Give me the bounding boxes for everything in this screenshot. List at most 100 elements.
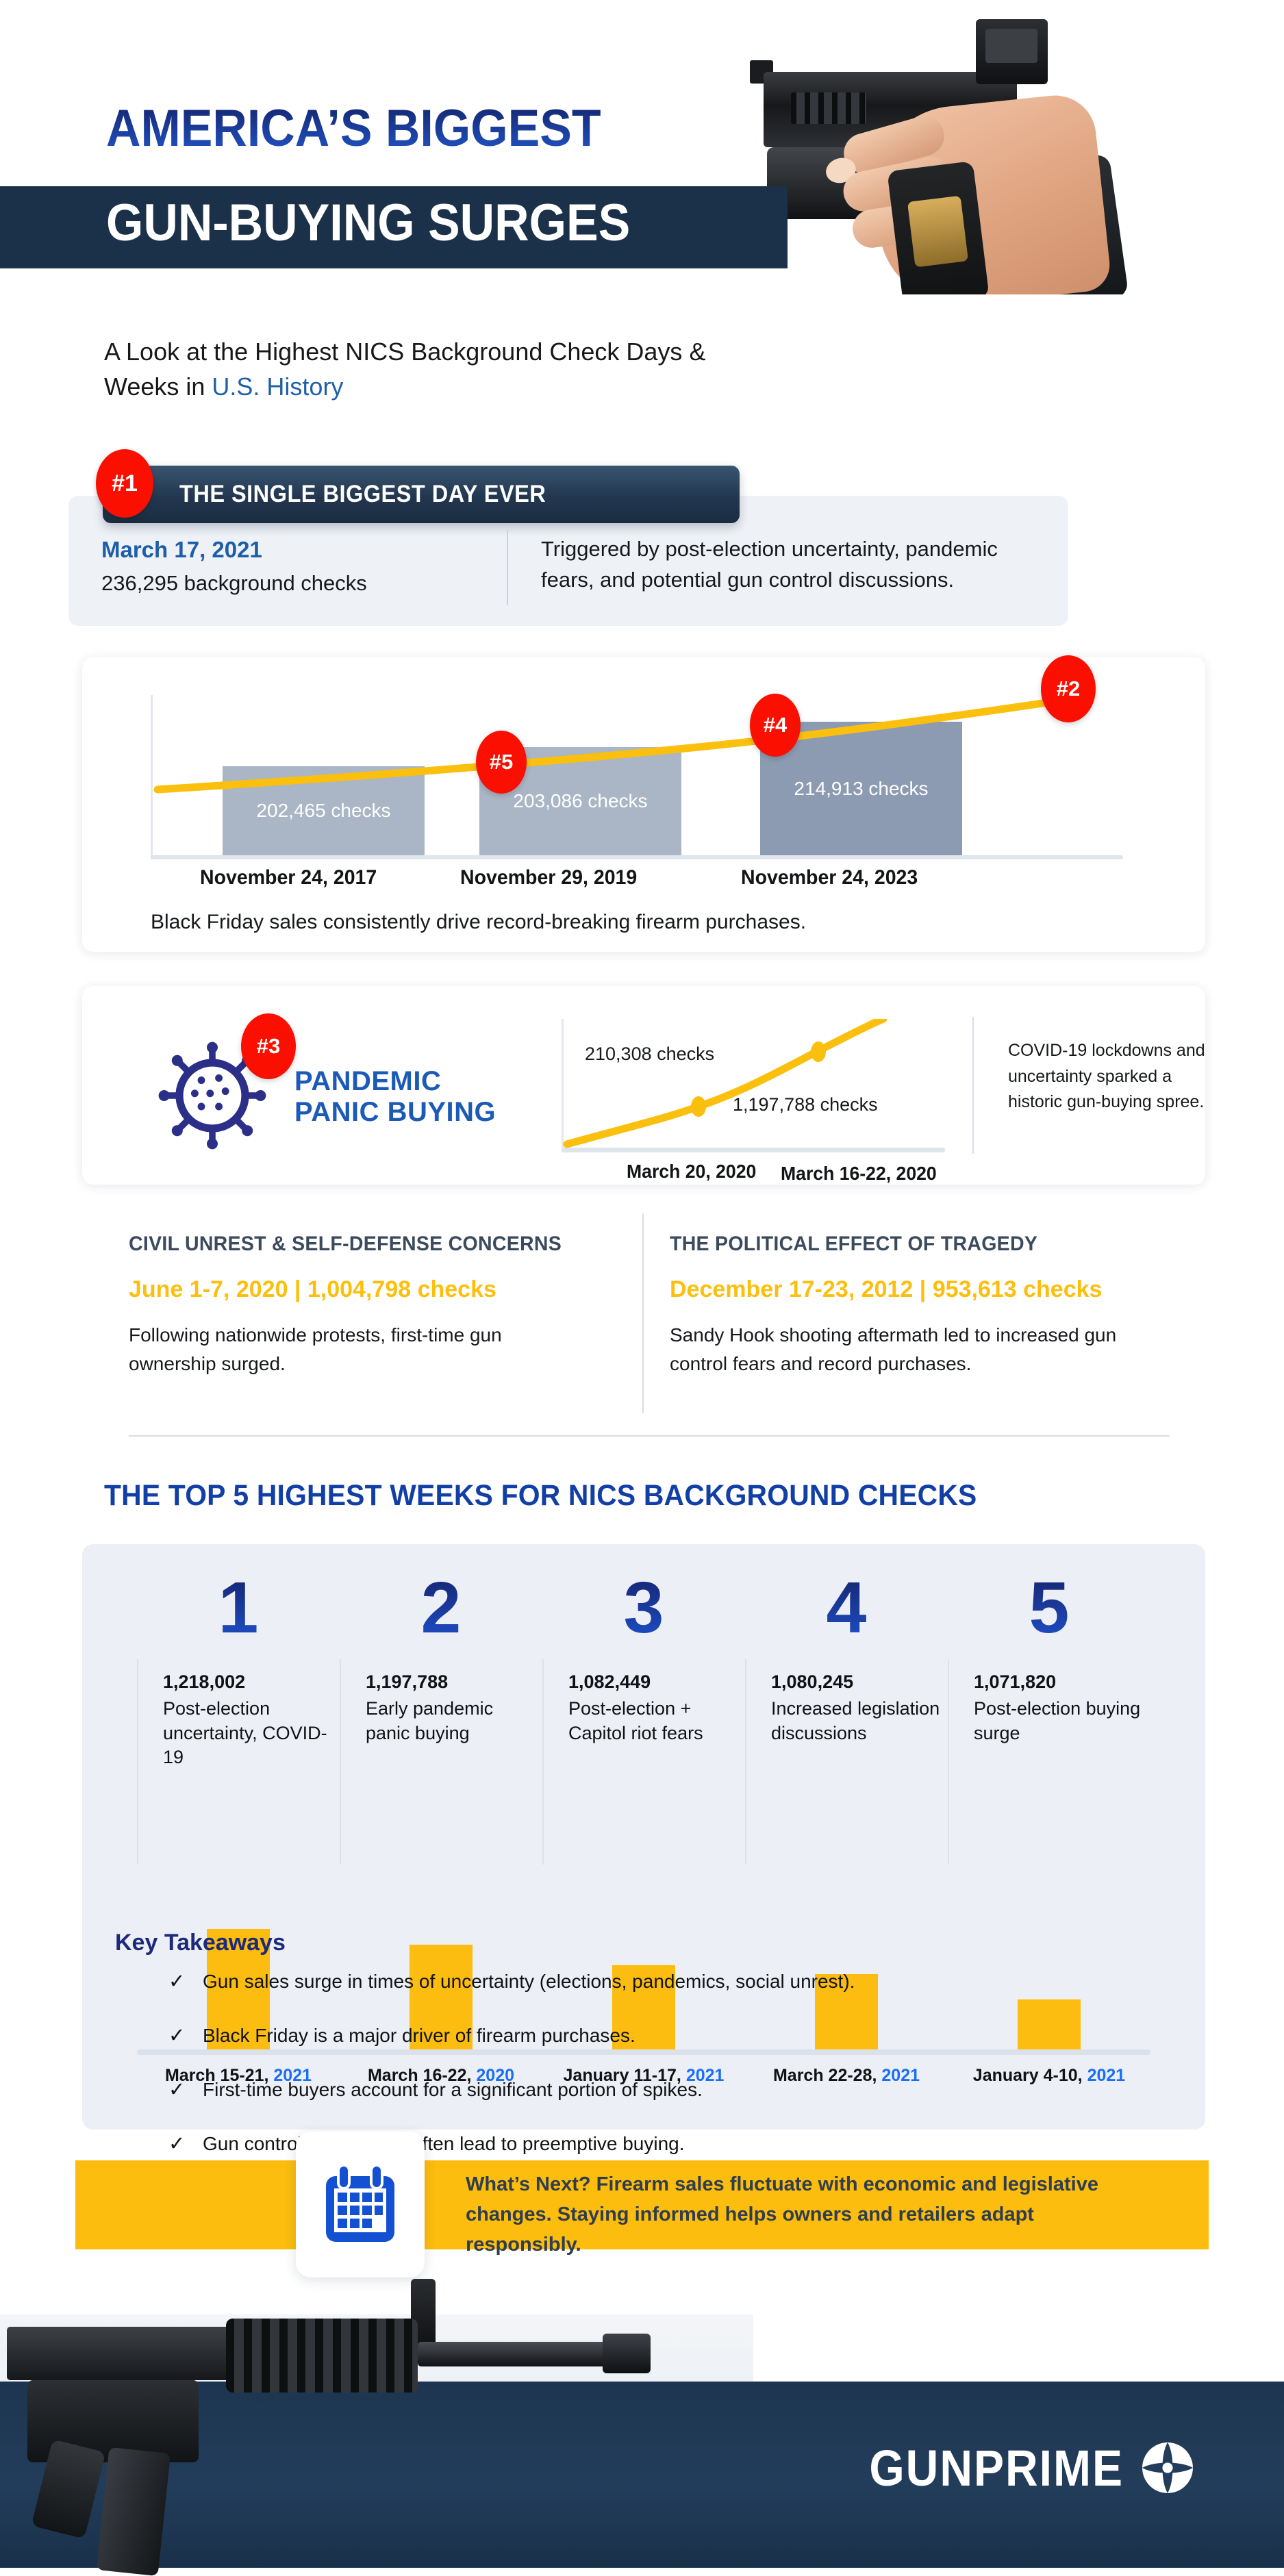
bar-value-label: 202,465 checks (256, 800, 391, 821)
top5-date: March 16-22, 2020 (340, 2066, 542, 2086)
rank-badge-4: #4 (750, 694, 801, 757)
top5-count: 1,197,788 (366, 1671, 449, 1692)
biggest-day-ribbon: THE SINGLE BIGGEST DAY EVER (103, 466, 740, 523)
date-head: March 22-28, (772, 2066, 877, 2085)
top5-column: 4 1,080,245 Increased legislation discus… (745, 1571, 948, 1900)
pandemic-x-label-week: March 16-22, 2020 (781, 1163, 937, 1184)
coronavirus-icon (158, 1041, 266, 1150)
date-head: March 15-21, (164, 2066, 269, 2085)
x-label-2017: November 24, 2017 (200, 866, 377, 889)
top5-cell: 1,218,002 Post-election uncertainty, COV… (137, 1659, 340, 1865)
top5-cell: 1,197,788 Early pandemic panic buying (340, 1659, 542, 1865)
political-effect-heading: THE POLITICAL EFFECT OF TRAGEDY (670, 1233, 1038, 1255)
list-item: ✓ Gun control discussions often lead to … (156, 2133, 1115, 2155)
pandemic-x-label-day: March 20, 2020 (627, 1161, 757, 1182)
rifle-upper-receiver (7, 2327, 233, 2380)
rank-number: 5 (948, 1571, 1150, 1644)
rank-number: 3 (542, 1571, 745, 1644)
top5-bar-column (137, 1921, 340, 2051)
chart-y-axis (151, 695, 153, 859)
top5-baseline (137, 2049, 1150, 2055)
pandemic-week-label: 1,197,788 checks (733, 1094, 878, 1115)
black-friday-chart: 202,465 checks 203,086 checks 214,913 ch… (151, 695, 1123, 859)
top5-date: January 4-10, 2021 (948, 2066, 1150, 2086)
top5-desc: Early pandemic panic buying (366, 1698, 494, 1743)
wrist-watch (887, 161, 990, 294)
page-title-line2: GUN-BUYING SURGES (106, 194, 631, 252)
page-title-line1: AMERICA’S BIGGEST (106, 99, 601, 157)
top5-cell: 1,082,449 Post-election + Capitol riot f… (542, 1659, 745, 1865)
civil-unrest-heading: CIVIL UNREST & SELF-DEFENSE CONCERNS (129, 1233, 562, 1255)
biggest-day-date: March 17, 2021 (101, 537, 262, 562)
top5-bar-column (542, 1921, 745, 2051)
date-head: March 16-22, (367, 2066, 472, 2085)
black-friday-card: 202,465 checks 203,086 checks 214,913 ch… (82, 655, 1205, 952)
civil-unrest-body: Following nationwide protests, first-tim… (129, 1324, 502, 1374)
vertical-divider (972, 1017, 974, 1154)
list-item-label: First-time buyers account for a signific… (203, 2079, 703, 2100)
top5-desc: Increased legislation discussions (771, 1698, 940, 1743)
whats-next-text: What’s Next? Firearm sales fluctuate wit… (466, 2173, 1098, 2256)
top5-count: 1,082,449 (568, 1671, 651, 1692)
section-divider (129, 1435, 1170, 1437)
footer-band (0, 2382, 1284, 2568)
rank-badge-5: #5 (476, 731, 527, 794)
calendar-icon (326, 2163, 394, 2242)
pandemic-day-label: 210,308 checks (585, 1044, 715, 1064)
rank-badge-1: #1 (96, 449, 153, 518)
date-year: 2020 (476, 2066, 515, 2085)
crosshair-icon (1142, 2442, 1193, 2493)
whats-next-banner (75, 2160, 1209, 2249)
top5-column: 1 1,218,002 Post-election uncertainty, C… (137, 1571, 340, 1900)
bar-value-label: 214,913 checks (794, 777, 929, 799)
subtitle-text: A Look at the Highest NICS Background Ch… (104, 338, 706, 401)
check-icon: ✓ (168, 2025, 186, 2047)
ribbon-label: THE SINGLE BIGGEST DAY EVER (179, 481, 546, 507)
rifle-barrel (418, 2342, 616, 2366)
subtitle-accent: U.S. History (212, 372, 344, 401)
top5-date: January 11-17, 2021 (542, 2066, 745, 2086)
date-head: January 11-17, (563, 2066, 681, 2085)
top5-desc: Post-election buying surge (974, 1698, 1141, 1743)
top5-date-labels: March 15-21, 2021 March 16-22, 2020 Janu… (137, 2066, 1150, 2086)
top5-column: 3 1,082,449 Post-election + Capitol riot… (542, 1571, 745, 1900)
pandemic-description: COVID-19 lockdowns and uncertainty spark… (1008, 1041, 1205, 1111)
calendar-icon-box (296, 2132, 425, 2277)
key-takeaways-list: ✓ Gun sales surge in times of uncertaint… (156, 1971, 1115, 2187)
check-icon: ✓ (168, 2133, 186, 2155)
top5-bar (1018, 1999, 1081, 2051)
rifle-muzzle-device (603, 2334, 651, 2373)
x-label-2019: November 29, 2019 (460, 866, 638, 889)
top5-bar-chart (137, 1921, 1150, 2051)
rank-badge-2: #2 (1041, 655, 1096, 722)
top5-columns: 1 1,218,002 Post-election uncertainty, C… (137, 1571, 1150, 1900)
pandemic-card: #3 PANDEMIC PANIC BUYING 210,308 checks … (82, 986, 1205, 1185)
top5-date: March 22-28, 2021 (745, 2066, 948, 2086)
top5-desc: Post-election + Capitol riot fears (568, 1698, 703, 1743)
date-year: 2021 (881, 2066, 920, 2085)
biggest-day-checks: 236,295 background checks (101, 571, 367, 595)
x-label-2023: November 24, 2023 (741, 866, 918, 889)
top5-count: 1,071,820 (974, 1671, 1057, 1692)
vertical-divider (507, 530, 508, 605)
pistol-photo (750, 7, 1284, 294)
pandemic-chart: 210,308 checks 1,197,788 checks (562, 1019, 945, 1152)
rank-number: 1 (137, 1571, 340, 1644)
date-year: 2021 (273, 2066, 312, 2085)
rank-number: 2 (340, 1571, 542, 1644)
chart-x-axis (562, 1148, 945, 1152)
hero-section: AMERICA’S BIGGEST GUN-BUYING SURGES (0, 0, 1284, 322)
top5-cell: 1,080,245 Increased legislation discussi… (745, 1659, 948, 1865)
biggest-day-stats: March 17, 2021 236,295 background checks (101, 537, 499, 596)
political-effect-body: Sandy Hook shooting aftermath led to inc… (670, 1324, 1117, 1374)
top5-desc: Post-election uncertainty, COVID-19 (163, 1698, 327, 1768)
list-item-label: Black Friday is a major driver of firear… (203, 2025, 635, 2046)
date-head: January 4-10, (972, 2066, 1083, 2085)
bar-value-label: 203,086 checks (513, 790, 648, 811)
top5-bar-column (340, 1921, 542, 2051)
trend-line (153, 696, 1066, 794)
rifle-handguard (226, 2319, 418, 2392)
title-band (0, 186, 788, 268)
biggest-day-description: Triggered by post-election uncertainty, … (541, 537, 998, 592)
list-item: ✓ Gun sales surge in times of uncertaint… (156, 1971, 1115, 1993)
